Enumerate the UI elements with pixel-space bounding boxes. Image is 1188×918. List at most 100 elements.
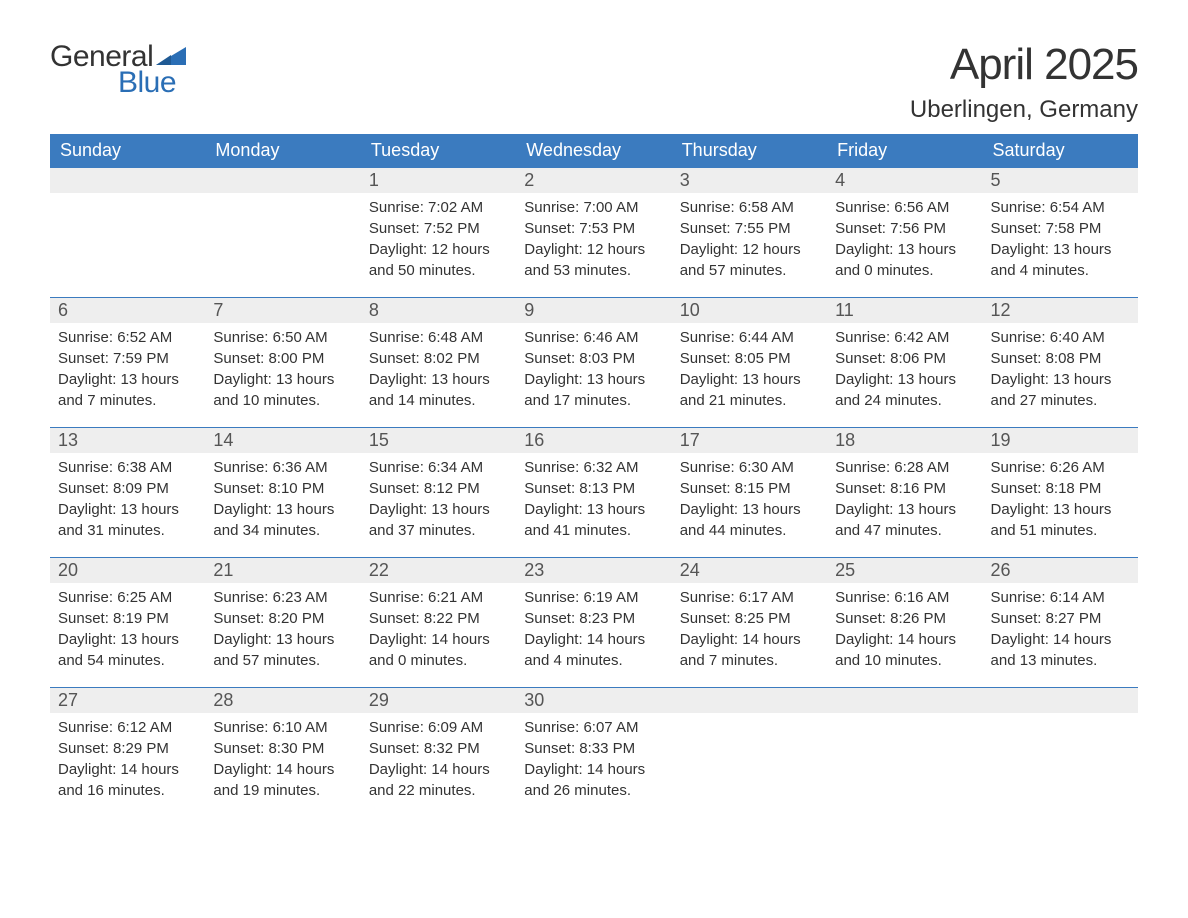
day-number: 7 xyxy=(205,297,360,323)
calendar-cell: 16 Sunrise: 6:32 AMSunset: 8:13 PMDayligh… xyxy=(516,427,671,557)
dayname-monday: Monday xyxy=(205,134,360,167)
sunset-line: Sunset: 7:53 PM xyxy=(524,218,663,239)
sunset-line: Sunset: 8:26 PM xyxy=(835,608,974,629)
day-data: Sunrise: 6:40 AMSunset: 8:08 PMDaylight:… xyxy=(983,323,1138,421)
calendar-cell: 17Sunrise: 6:30 AMSunset: 8:15 PMDayligh… xyxy=(672,427,827,557)
calendar-cell: 21Sunrise: 6:23 AMSunset: 8:20 PMDayligh… xyxy=(205,557,360,687)
calendar-cell: 27Sunrise: 6:12 AMSunset: 8:29 PMDayligh… xyxy=(50,687,205,817)
calendar-cell xyxy=(50,167,205,297)
sunset-line: Sunset: 7:55 PM xyxy=(680,218,819,239)
brand-blue: Blue xyxy=(118,66,176,100)
daylight-line: Daylight: 13 hours and 0 minutes. xyxy=(835,239,974,281)
calendar-cell: 23Sunrise: 6:19 AMSunset: 8:23 PMDayligh… xyxy=(516,557,671,687)
calendar-head: SundayMondayTuesdayWednesdayThursdayFrid… xyxy=(50,134,1138,167)
sunrise-line: Sunrise: 6:16 AM xyxy=(835,587,974,608)
calendar-cell: 5Sunrise: 6:54 AMSunset: 7:58 PMDaylight… xyxy=(983,167,1138,297)
daylight-line: Daylight: 13 hours and 31 minutes. xyxy=(58,499,197,541)
calendar-cell: 26Sunrise: 6:14 AMSunset: 8:27 PMDayligh… xyxy=(983,557,1138,687)
sunset-line: Sunset: 8:13 PM xyxy=(524,478,663,499)
daylight-line: Daylight: 14 hours and 10 minutes. xyxy=(835,629,974,671)
day-data: Sunrise: 6:56 AMSunset: 7:56 PMDaylight:… xyxy=(827,193,982,291)
sunset-line: Sunset: 8:08 PM xyxy=(991,348,1130,369)
calendar-week: 1Sunrise: 7:02 AMSunset: 7:52 PMDaylight… xyxy=(50,167,1138,297)
day-data: Sunrise: 6:19 AMSunset: 8:23 PMDaylight:… xyxy=(516,583,671,681)
sunset-line: Sunset: 8:09 PM xyxy=(58,478,197,499)
calendar-cell: 1Sunrise: 7:02 AMSunset: 7:52 PMDaylight… xyxy=(361,167,516,297)
sunset-line: Sunset: 8:25 PM xyxy=(680,608,819,629)
sunset-line: Sunset: 8:02 PM xyxy=(369,348,508,369)
sunrise-line: Sunrise: 6:44 AM xyxy=(680,327,819,348)
calendar-body: 1Sunrise: 7:02 AMSunset: 7:52 PMDaylight… xyxy=(50,167,1138,817)
title-block: April 2025 Uberlingen, Germany xyxy=(910,40,1138,124)
sunset-line: Sunset: 8:12 PM xyxy=(369,478,508,499)
calendar-cell: 13Sunrise: 6:38 AMSunset: 8:09 PMDayligh… xyxy=(50,427,205,557)
daylight-line: Daylight: 13 hours and 17 minutes. xyxy=(524,369,663,411)
day-number-empty xyxy=(50,167,205,193)
sunrise-line: Sunrise: 7:02 AM xyxy=(369,197,508,218)
sunset-line: Sunset: 8:19 PM xyxy=(58,608,197,629)
sunrise-line: Sunrise: 6:14 AM xyxy=(991,587,1130,608)
calendar-cell: 2Sunrise: 7:00 AMSunset: 7:53 PMDaylight… xyxy=(516,167,671,297)
daylight-line: Daylight: 13 hours and 44 minutes. xyxy=(680,499,819,541)
day-data: Sunrise: 6:25 AMSunset: 8:19 PMDaylight:… xyxy=(50,583,205,681)
day-number: 8 xyxy=(361,297,516,323)
day-number-empty xyxy=(827,687,982,713)
day-number: 16 xyxy=(516,427,671,453)
sunrise-line: Sunrise: 6:30 AM xyxy=(680,457,819,478)
sunset-line: Sunset: 8:03 PM xyxy=(524,348,663,369)
daylight-line: Daylight: 13 hours and 41 minutes. xyxy=(524,499,663,541)
sunrise-line: Sunrise: 6:17 AM xyxy=(680,587,819,608)
daylight-line: Daylight: 13 hours and 37 minutes. xyxy=(369,499,508,541)
calendar-cell: 29Sunrise: 6:09 AMSunset: 8:32 PMDayligh… xyxy=(361,687,516,817)
day-data: Sunrise: 6:10 AMSunset: 8:30 PMDaylight:… xyxy=(205,713,360,811)
sunset-line: Sunset: 8:20 PM xyxy=(213,608,352,629)
day-number: 2 xyxy=(516,167,671,193)
day-data: Sunrise: 6:46 AMSunset: 8:03 PMDaylight:… xyxy=(516,323,671,421)
day-number: 26 xyxy=(983,557,1138,583)
sunrise-line: Sunrise: 6:34 AM xyxy=(369,457,508,478)
day-data: Sunrise: 6:12 AMSunset: 8:29 PMDaylight:… xyxy=(50,713,205,811)
sunset-line: Sunset: 7:56 PM xyxy=(835,218,974,239)
sunrise-line: Sunrise: 6:07 AM xyxy=(524,717,663,738)
sunset-line: Sunset: 8:32 PM xyxy=(369,738,508,759)
day-data: Sunrise: 6:54 AMSunset: 7:58 PMDaylight:… xyxy=(983,193,1138,291)
sunrise-line: Sunrise: 6:28 AM xyxy=(835,457,974,478)
day-number: 4 xyxy=(827,167,982,193)
sunset-line: Sunset: 8:33 PM xyxy=(524,738,663,759)
daylight-line: Daylight: 14 hours and 19 minutes. xyxy=(213,759,352,801)
sunset-line: Sunset: 8:23 PM xyxy=(524,608,663,629)
sunrise-line: Sunrise: 7:00 AM xyxy=(524,197,663,218)
daylight-line: Daylight: 14 hours and 7 minutes. xyxy=(680,629,819,671)
sunrise-line: Sunrise: 6:26 AM xyxy=(991,457,1130,478)
daylight-line: Daylight: 14 hours and 26 minutes. xyxy=(524,759,663,801)
day-data: Sunrise: 6:16 AMSunset: 8:26 PMDaylight:… xyxy=(827,583,982,681)
day-data: Sunrise: 6:44 AMSunset: 8:05 PMDaylight:… xyxy=(672,323,827,421)
sunset-line: Sunset: 7:59 PM xyxy=(58,348,197,369)
brand-logo: General Blue xyxy=(50,40,186,100)
sunset-line: Sunset: 8:18 PM xyxy=(991,478,1130,499)
calendar-cell xyxy=(827,687,982,817)
day-number: 18 xyxy=(827,427,982,453)
calendar-cell: 10Sunrise: 6:44 AMSunset: 8:05 PMDayligh… xyxy=(672,297,827,427)
day-number: 10 xyxy=(672,297,827,323)
sunrise-line: Sunrise: 6:32 AM xyxy=(524,457,663,478)
day-data: Sunrise: 6:26 AMSunset: 8:18 PMDaylight:… xyxy=(983,453,1138,551)
day-data: Sunrise: 6:14 AMSunset: 8:27 PMDaylight:… xyxy=(983,583,1138,681)
sunset-line: Sunset: 7:58 PM xyxy=(991,218,1130,239)
day-data: Sunrise: 6:36 AMSunset: 8:10 PMDaylight:… xyxy=(205,453,360,551)
day-data: Sunrise: 6:42 AMSunset: 8:06 PMDaylight:… xyxy=(827,323,982,421)
day-data: Sunrise: 6:07 AMSunset: 8:33 PMDaylight:… xyxy=(516,713,671,811)
daylight-line: Daylight: 13 hours and 21 minutes. xyxy=(680,369,819,411)
day-number: 28 xyxy=(205,687,360,713)
calendar-cell: 22Sunrise: 6:21 AMSunset: 8:22 PMDayligh… xyxy=(361,557,516,687)
sunrise-line: Sunrise: 6:42 AM xyxy=(835,327,974,348)
daylight-line: Daylight: 12 hours and 50 minutes. xyxy=(369,239,508,281)
day-data: Sunrise: 6:48 AMSunset: 8:02 PMDaylight:… xyxy=(361,323,516,421)
day-data: Sunrise: 7:00 AMSunset: 7:53 PMDaylight:… xyxy=(516,193,671,291)
calendar-cell: 18Sunrise: 6:28 AMSunset: 8:16 PMDayligh… xyxy=(827,427,982,557)
header: General Blue April 2025 Uberlingen, Germ… xyxy=(50,40,1138,124)
sunset-line: Sunset: 8:27 PM xyxy=(991,608,1130,629)
day-data: Sunrise: 6:30 AMSunset: 8:15 PMDaylight:… xyxy=(672,453,827,551)
dayname-wednesday: Wednesday xyxy=(516,134,671,167)
sunrise-line: Sunrise: 6:52 AM xyxy=(58,327,197,348)
